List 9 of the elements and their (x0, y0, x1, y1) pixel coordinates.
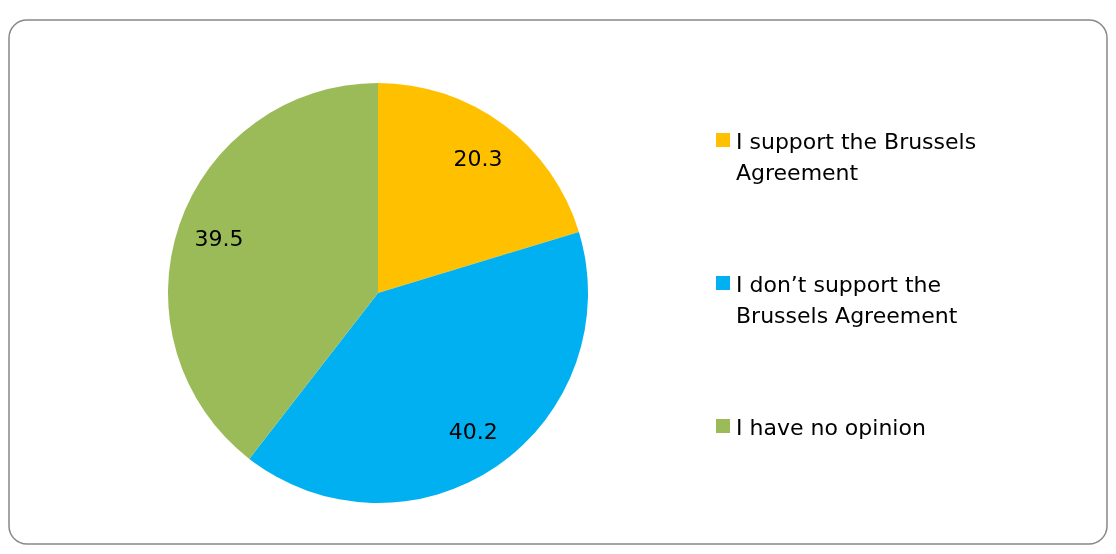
data-label: 39.5 (194, 226, 244, 252)
pie-slice (168, 83, 378, 459)
legend-label: I support the Brussels Agreement (736, 128, 977, 185)
pie-slice (378, 83, 579, 293)
legend-label: I don’t support the Brussels Agreement (736, 271, 958, 328)
legend-label: I have no opinion (736, 414, 926, 440)
pie-slice (249, 231, 588, 503)
data-label: 40.2 (448, 418, 498, 444)
data-label: 20.3 (453, 145, 503, 171)
